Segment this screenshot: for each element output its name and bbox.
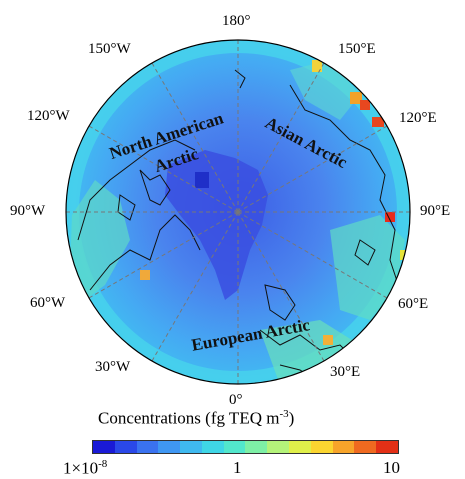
lon-label-90e: 90°E [420,203,451,219]
coastlines [77,69,401,381]
colorbar-segment [158,441,181,453]
lon-label-120e: 120°E [399,110,437,126]
colorbar-min-exp: -8 [98,458,108,470]
colorbar-mid-label: 1 [233,458,242,477]
hotspot-cell [385,212,395,222]
colorbar-segment [289,441,311,453]
lon-label-180: 180° [222,13,251,29]
colorbar-title: Concentrations (fg TEQ m-3) [98,408,294,429]
lon-label-90w: 90°W [10,203,46,219]
lon-label-0: 0° [229,392,243,408]
map-border [65,39,411,385]
lon-label-150w: 150°W [88,41,131,57]
lon-label-60w: 60°W [30,295,66,311]
hotspot-cell [360,100,370,110]
colorbar-segment [332,441,355,453]
colorbar-segment [136,441,159,453]
colorbar-min-label: 1×10-8 [63,458,107,479]
colorbar-segment [180,441,202,453]
lon-label-120w: 120°W [27,108,70,124]
greenland-canada-zone [70,180,130,300]
lon-label-150e: 150°E [338,41,376,57]
colorbar-segment [245,441,268,453]
hotspot-cell [312,60,322,72]
siberia-zone [330,215,405,320]
colorbar-segment [376,441,398,453]
colorbar-max-label: 10 [383,458,400,477]
lon-label-30e: 30°E [330,364,361,380]
colorbar [92,440,399,454]
colorbar-title-sup: -3 [279,408,289,420]
lon-label-30w: 30°W [95,359,131,375]
colorbar-segment [201,441,224,453]
colorbar-segment [223,441,246,453]
darkest-cell [195,172,209,188]
colorbar-title-end: ) [288,408,295,428]
colorbar-segment [93,441,115,453]
central-low-zone [165,150,268,300]
colorbar-segment [354,441,377,453]
hotspot-cell [140,270,150,280]
colorbar-min-base: 1×10 [63,458,99,478]
colorbar-segment [114,441,137,453]
colorbar-segment [267,441,290,453]
hotspot-cell [323,335,333,345]
hotspot-cell [372,117,384,127]
map-content [66,40,410,384]
meridians [66,40,410,384]
lon-label-60e: 60°E [398,296,429,312]
colorbar-segment [310,441,333,453]
colorbar-title-main: Concentrations (fg TEQ m [98,408,280,428]
hotspot-cell [350,92,362,104]
